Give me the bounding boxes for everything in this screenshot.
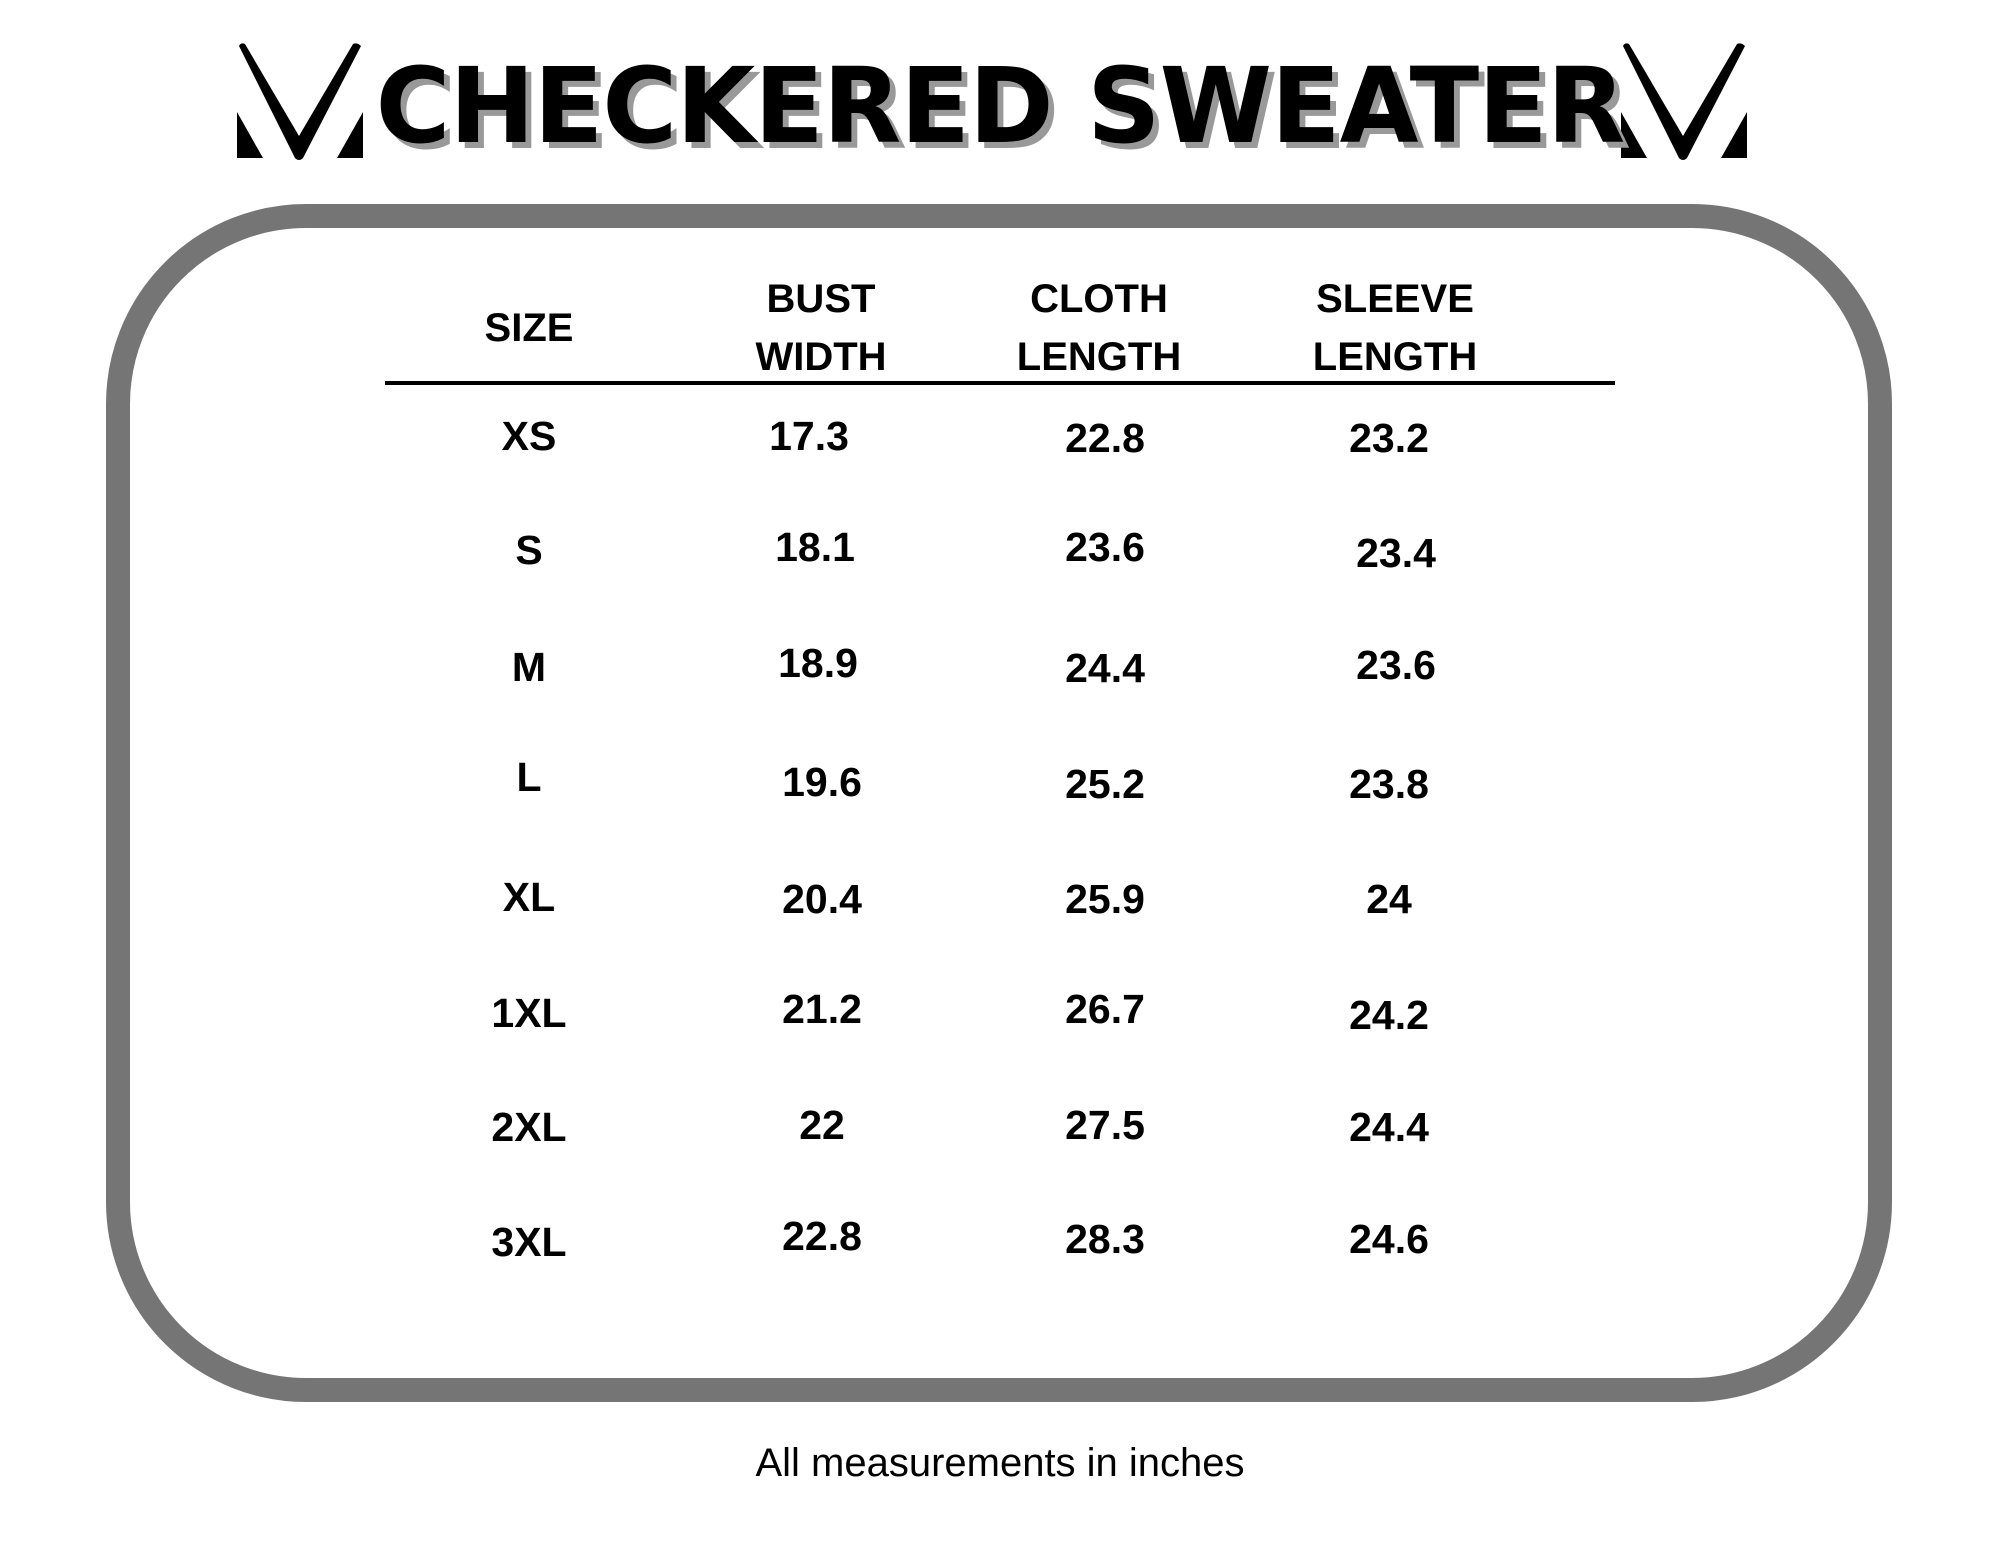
sleeve-length-cell: 24.6 (1349, 1216, 1429, 1262)
size-cell: 2XL (491, 1104, 567, 1150)
column-header-cloth-length: CLOTH LENGTH (1016, 277, 1182, 379)
cloth-length-cell: 26.7 (1065, 986, 1145, 1032)
sleeve-length-cell: 23.8 (1349, 761, 1429, 807)
cloth-length-cell: 23.6 (1065, 524, 1145, 570)
bust-width-cell: 19.6 (782, 759, 862, 805)
v-monogram-icon (237, 43, 363, 160)
bust-width-cell: 18.1 (775, 524, 855, 570)
page-title: CHECKERED SWEATER (375, 45, 1626, 167)
size-cell: 3XL (491, 1219, 567, 1265)
header-divider (385, 381, 1615, 385)
sleeve-length-cell: 23.2 (1349, 415, 1429, 461)
size-cell: XS (501, 413, 557, 459)
bust-width-cell: 21.2 (782, 986, 862, 1032)
cloth-length-cell: 28.3 (1065, 1216, 1145, 1262)
size-cell: 1XL (491, 990, 567, 1036)
cloth-length-cell: 25.2 (1065, 761, 1145, 807)
size-chart-frame (106, 204, 1892, 1402)
cloth-length-cell: 27.5 (1065, 1102, 1145, 1148)
sleeve-length-cell: 23.4 (1356, 530, 1436, 576)
size-cell: L (516, 754, 542, 800)
sleeve-length-cell: 24.4 (1349, 1104, 1429, 1150)
column-header-sleeve-length: SLEEVE LENGTH (1312, 277, 1478, 379)
bust-width-cell: 18.9 (778, 640, 858, 686)
units-note: All measurements in inches (755, 1441, 1245, 1485)
column-header-size: SIZE (484, 306, 574, 350)
column-header-bust-width: BUST WIDTH (755, 277, 887, 379)
bust-width-cell: 22.8 (782, 1213, 862, 1259)
sleeve-length-cell: 24 (1366, 876, 1412, 922)
bust-width-cell: 22 (799, 1102, 845, 1148)
size-cell: S (515, 527, 543, 573)
bust-width-cell: 17.3 (769, 413, 849, 459)
size-cell: M (511, 644, 547, 690)
sleeve-length-cell: 24.2 (1349, 992, 1429, 1038)
sleeve-length-cell: 23.6 (1356, 642, 1436, 688)
cloth-length-cell: 24.4 (1065, 645, 1145, 691)
bust-width-cell: 20.4 (782, 876, 862, 922)
cloth-length-cell: 25.9 (1065, 876, 1145, 922)
v-monogram-icon (1621, 43, 1747, 160)
cloth-length-cell: 22.8 (1065, 415, 1145, 461)
size-cell: XL (502, 874, 556, 920)
